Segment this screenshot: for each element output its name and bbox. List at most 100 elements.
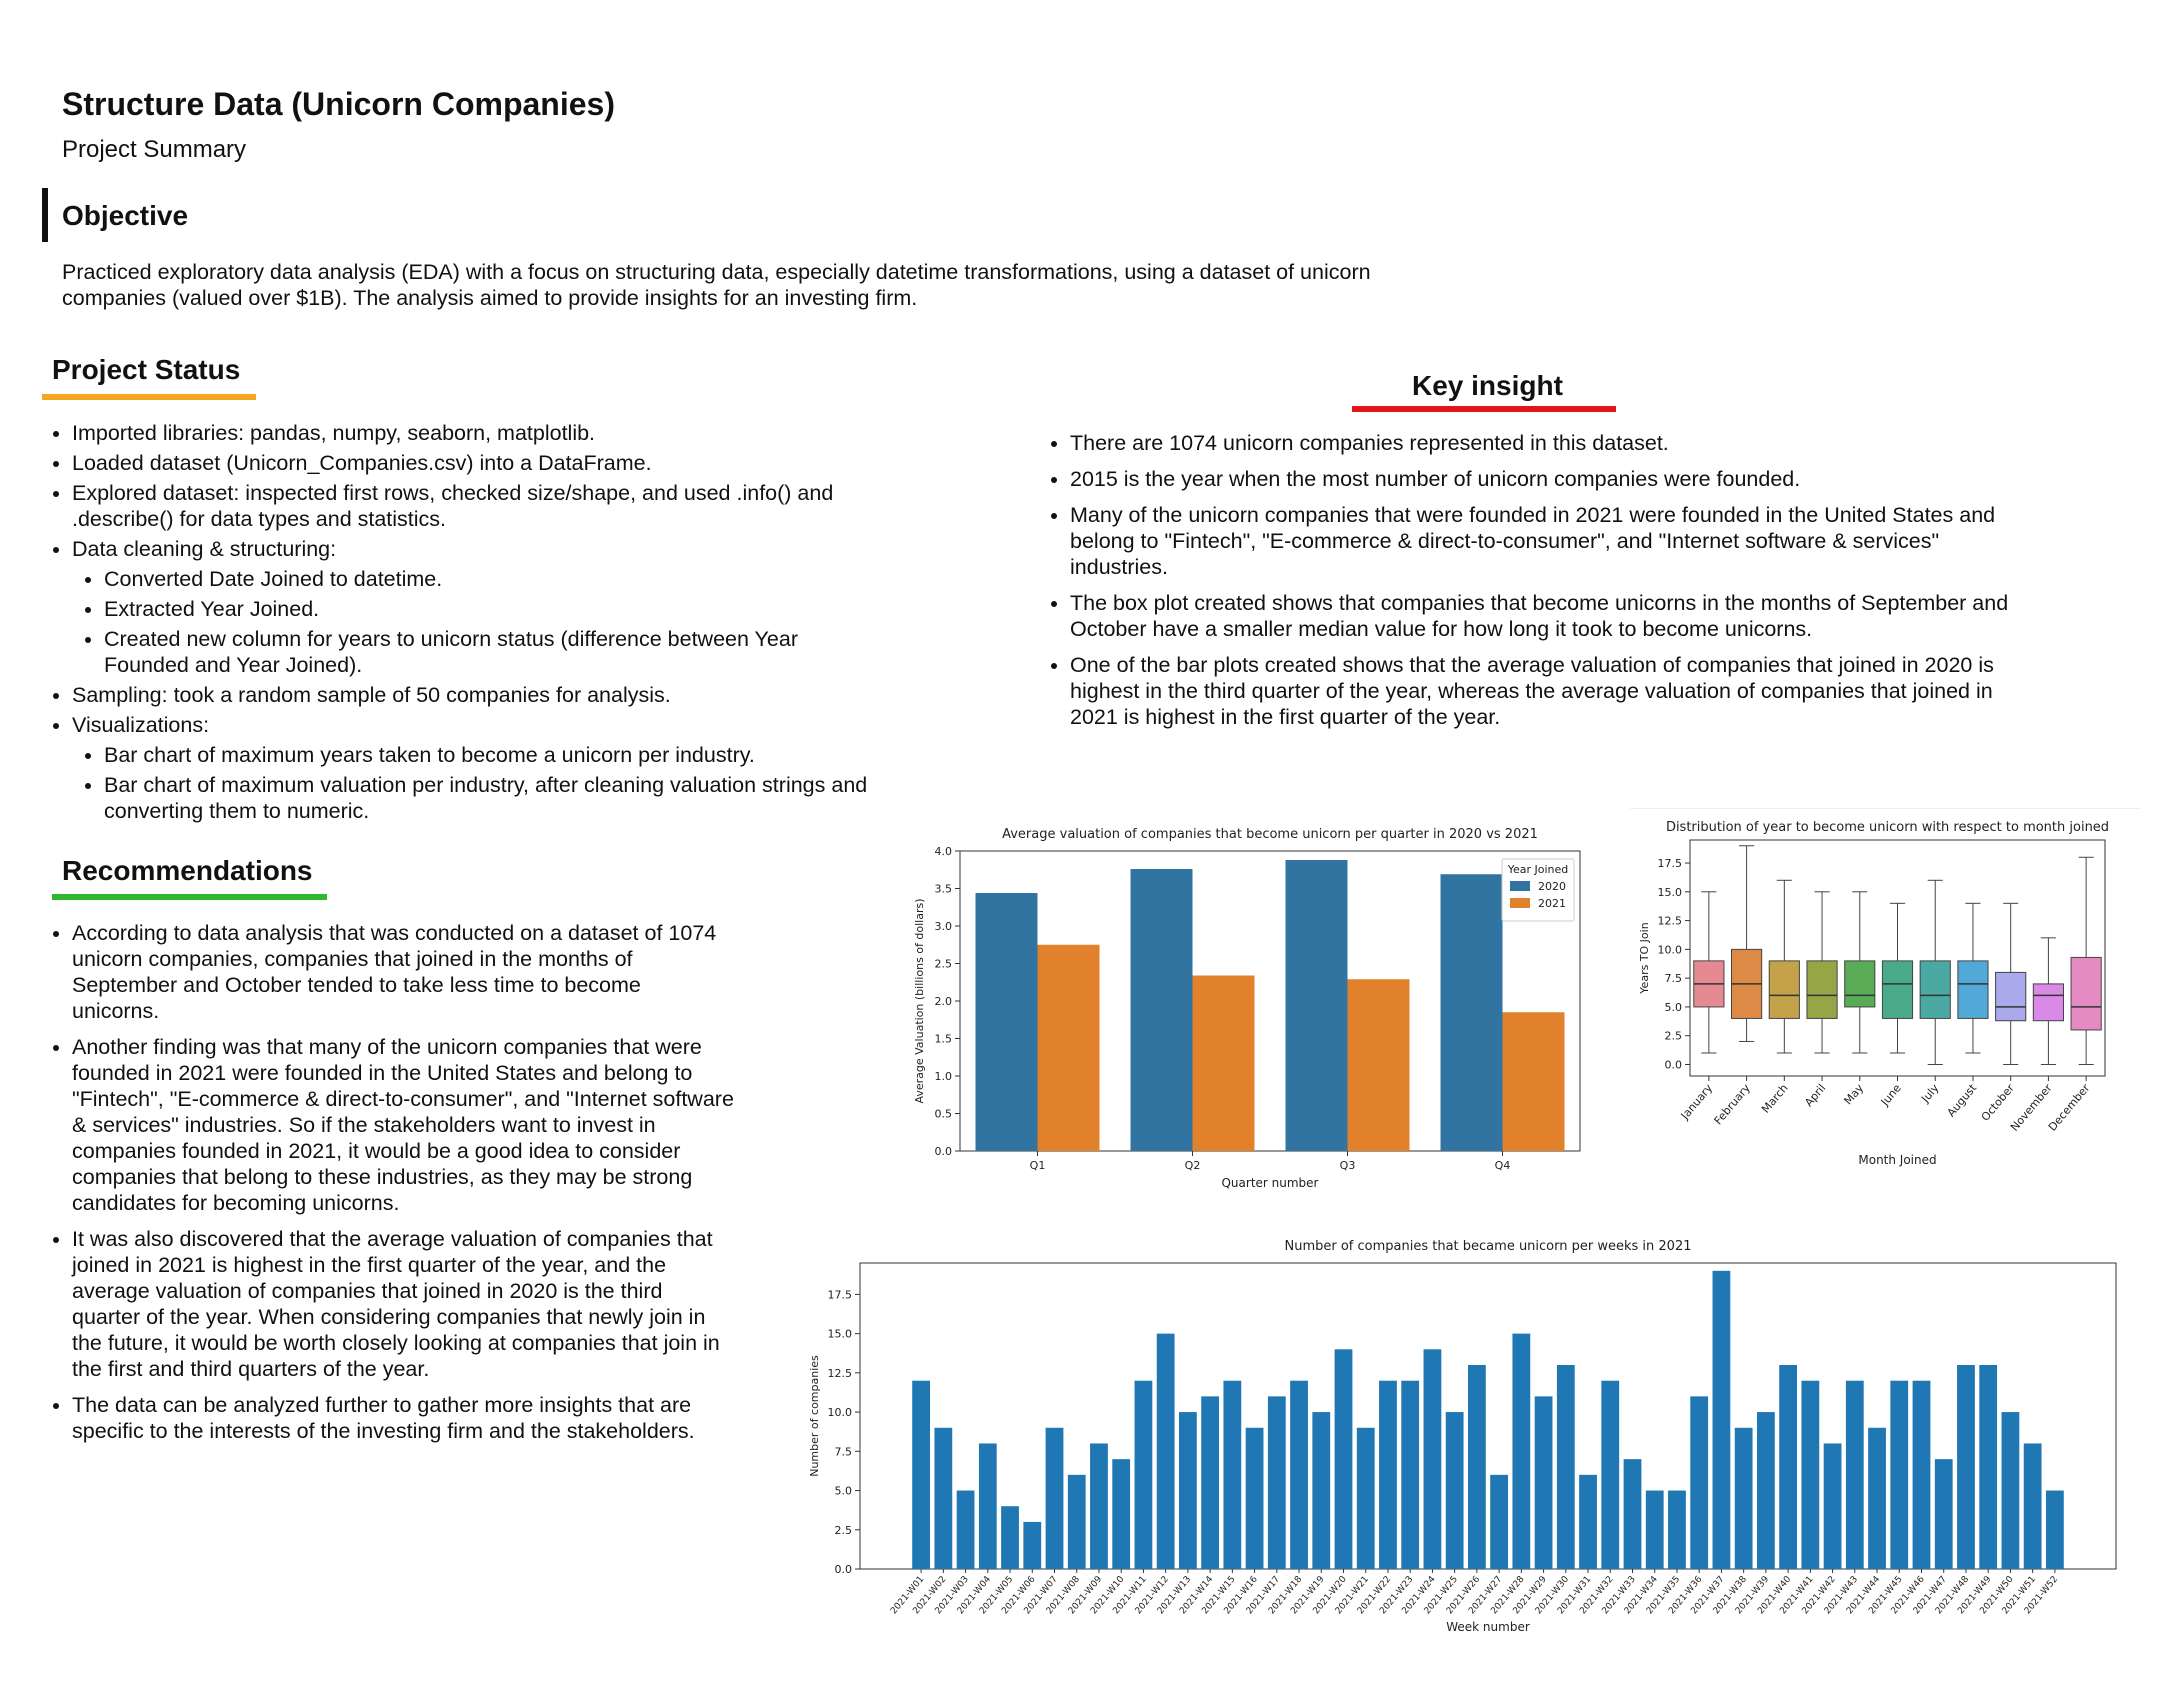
y-tick-label: 0.0 xyxy=(935,1145,953,1158)
y-tick-label: 4.0 xyxy=(935,845,953,858)
y-axis-label: Average Valuation (billions of dollars) xyxy=(913,898,926,1103)
x-axis-label: Quarter number xyxy=(1221,1176,1318,1190)
bar xyxy=(2023,1443,2042,1569)
bar xyxy=(1690,1396,1709,1569)
y-tick-label: 10.0 xyxy=(1658,943,1683,956)
bar xyxy=(1601,1380,1620,1569)
recommendation-item: According to data analysis that was cond… xyxy=(72,920,734,1024)
bar xyxy=(1201,1396,1220,1569)
y-tick-label: 7.5 xyxy=(835,1445,853,1458)
status-sublist: Bar chart of maximum years taken to beco… xyxy=(72,742,884,824)
y-axis-label: Years TO Join xyxy=(1638,922,1651,994)
bar xyxy=(1467,1365,1486,1569)
bar xyxy=(1037,944,1100,1151)
bar xyxy=(1130,869,1193,1151)
bar xyxy=(1502,1012,1565,1151)
chart-title: Average valuation of companies that beco… xyxy=(1002,827,1538,842)
y-tick-label: 15.0 xyxy=(1658,886,1683,899)
insight-item: The box plot created shows that companie… xyxy=(1070,590,2012,642)
x-tick-label: Q2 xyxy=(1185,1159,1201,1172)
bar xyxy=(956,1490,975,1569)
bar xyxy=(1490,1474,1509,1569)
page-title: Structure Data (Unicorn Companies) xyxy=(62,86,615,122)
x-tick-label: June xyxy=(1878,1081,1904,1109)
box xyxy=(1844,960,1876,1008)
bar xyxy=(1756,1412,1775,1569)
y-tick-label: 12.5 xyxy=(1658,915,1683,928)
bar xyxy=(1890,1380,1909,1569)
bar xyxy=(1734,1427,1753,1569)
objective-text: Practiced exploratory data analysis (EDA… xyxy=(62,260,1371,310)
bar xyxy=(1379,1380,1397,1569)
y-tick-label: 0.0 xyxy=(835,1563,853,1576)
bar xyxy=(1868,1427,1886,1569)
bar xyxy=(1267,1396,1286,1569)
status-sublist: Converted Date Joined to datetime. Extrac… xyxy=(72,566,884,678)
bar xyxy=(1312,1412,1331,1569)
x-tick-label: April xyxy=(1802,1082,1828,1110)
status-subitem: Bar chart of maximum years taken to beco… xyxy=(104,742,884,768)
bar xyxy=(1290,1380,1308,1569)
project-status-list: Imported libraries: pandas, numpy, seabo… xyxy=(44,420,884,824)
bar xyxy=(1623,1459,1642,1569)
legend-label: 2020 xyxy=(1538,880,1566,893)
bar xyxy=(1845,1380,1864,1569)
x-tick-label: July xyxy=(1918,1081,1942,1106)
legend-swatch xyxy=(1510,881,1530,891)
recommendation-item: It was also discovered that the average … xyxy=(72,1226,734,1382)
chart-title: Number of companies that became unicorn … xyxy=(1285,1239,1692,1254)
status-subitem: Created new column for years to unicorn … xyxy=(104,626,884,678)
bar xyxy=(1957,1365,1975,1569)
box xyxy=(2070,956,2102,1031)
x-axis-label: Month Joined xyxy=(1858,1153,1936,1167)
y-tick-label: 1.5 xyxy=(935,1033,953,1046)
y-tick-label: 12.5 xyxy=(828,1367,853,1380)
bar xyxy=(1001,1506,1019,1569)
recommendations-heading: Recommendations xyxy=(62,855,313,886)
box xyxy=(1806,960,1838,1019)
month-joined-boxplot: Distribution of year to become unicorn w… xyxy=(1630,808,2140,1167)
weekly-unicorn-chart: Number of companies that became unicorn … xyxy=(808,1239,2117,1634)
bar xyxy=(1285,860,1348,1151)
legend-title: Year Joined xyxy=(1507,863,1569,876)
bar xyxy=(1801,1380,1820,1569)
bar xyxy=(2045,1490,2064,1569)
bar xyxy=(1112,1459,1131,1569)
bar xyxy=(1067,1474,1086,1569)
status-item: Data cleaning & structuring:Converted Da… xyxy=(72,536,884,678)
y-tick-label: 5.0 xyxy=(835,1485,853,1498)
project-status-heading: Project Status xyxy=(52,354,241,385)
key-insight-list: There are 1074 unicorn companies represe… xyxy=(1042,430,2012,730)
y-tick-label: 17.5 xyxy=(828,1288,853,1301)
recommendations-underline xyxy=(52,894,327,900)
quarterly-valuation-chart: Average valuation of companies that beco… xyxy=(913,827,1581,1190)
bar xyxy=(1356,1427,1375,1569)
box xyxy=(2032,983,2064,1022)
box xyxy=(1919,960,1951,1019)
y-tick-label: 7.5 xyxy=(1665,972,1683,985)
bar xyxy=(1823,1443,1842,1569)
bar xyxy=(1712,1270,1731,1569)
bar xyxy=(2001,1412,2020,1569)
bar xyxy=(1440,874,1503,1151)
bar xyxy=(1334,1349,1353,1569)
recommendations-list-container: According to data analysis that was cond… xyxy=(44,920,734,1454)
box xyxy=(1957,960,1989,1019)
bar xyxy=(975,893,1038,1151)
project-status-list-container: Imported libraries: pandas, numpy, seabo… xyxy=(44,420,884,828)
bar xyxy=(1045,1427,1064,1569)
y-tick-label: 1.0 xyxy=(935,1070,953,1083)
insight-item: One of the bar plots created shows that … xyxy=(1070,652,2012,730)
bar xyxy=(1556,1365,1575,1569)
status-item: Sampling: took a random sample of 50 com… xyxy=(72,682,884,708)
key-insight-list-container: There are 1074 unicorn companies represe… xyxy=(1042,430,2012,740)
status-item: Imported libraries: pandas, numpy, seabo… xyxy=(72,420,884,446)
bar xyxy=(1534,1396,1553,1569)
legend-label: 2021 xyxy=(1538,897,1566,910)
x-tick-label: February xyxy=(1712,1081,1754,1127)
status-item: Loaded dataset (Unicorn_Companies.csv) i… xyxy=(72,450,884,476)
bar xyxy=(1401,1380,1420,1569)
y-tick-label: 15.0 xyxy=(828,1328,853,1341)
chart-title: Distribution of year to become unicorn w… xyxy=(1666,820,2109,835)
status-item: Visualizations:Bar chart of maximum year… xyxy=(72,712,884,824)
